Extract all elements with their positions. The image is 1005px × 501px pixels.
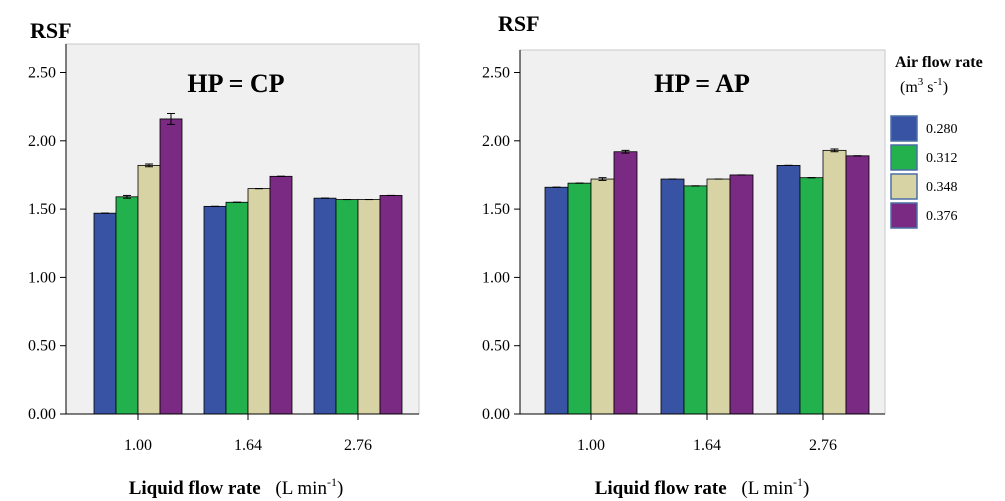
panel-title: HP = CP [187, 69, 284, 98]
x-tick-label: 2.76 [344, 437, 372, 454]
bar [93, 212, 117, 415]
y-tick-label: 1.00 [482, 269, 510, 286]
bar [159, 118, 183, 415]
x-axis-label-text: Liquid flow rate [595, 478, 727, 499]
x-tick-label: 1.00 [577, 437, 605, 454]
legend-unit-end: ) [943, 79, 948, 96]
bar [776, 164, 801, 415]
legend-label: 0.348 [926, 180, 958, 195]
x-axis-unit: (L min [275, 478, 327, 499]
y-tick-label: 0.00 [28, 406, 56, 423]
legend-items: 0.280 0.312 0.348 0.376 [890, 115, 958, 229]
bar-group [93, 112, 403, 415]
y-tick-label: 1.50 [482, 201, 510, 218]
legend-unit: (m3 s-1) [900, 76, 948, 96]
y-axis: 0.00 0.50 1.00 1.50 2.00 2.50 [482, 50, 521, 423]
bar [269, 175, 293, 415]
bar [567, 182, 592, 415]
y-tick-label: 0.50 [28, 338, 56, 355]
x-axis-unit-sup: -1 [327, 475, 337, 489]
x-axis-label: Liquid flow rate (L min-1) [129, 475, 344, 499]
y-tick-label: 1.50 [28, 201, 56, 218]
x-axis-unit-sup: -1 [793, 475, 803, 489]
bar [225, 201, 249, 415]
bar [590, 178, 615, 415]
chart-panel-hp-cp: RSF HP = CP 0.00 0.50 1.00 1.50 2.00 2.50 1.0… [28, 18, 420, 499]
bar [137, 164, 161, 415]
bar [335, 199, 359, 415]
bar [729, 174, 754, 415]
x-axis-unit: (L min [741, 478, 793, 499]
y-tick-label: 2.50 [28, 65, 56, 82]
legend-label: 0.280 [926, 122, 958, 137]
bar [822, 149, 847, 415]
legend-unit-sup1: 3 [918, 76, 924, 88]
bar [247, 188, 271, 415]
bar [799, 177, 824, 415]
x-tick-label: 1.64 [693, 437, 721, 454]
legend: Air flow rate (m3 s-1) 0.2800.3120.3480.… [890, 54, 983, 229]
bar [660, 178, 685, 415]
x-axis-unit-end: ) [803, 478, 809, 499]
bar [544, 186, 569, 415]
bar [613, 151, 638, 415]
legend-swatch [890, 144, 918, 171]
y-axis-label: RSF [498, 11, 540, 36]
bar-group [544, 148, 870, 415]
legend-label: 0.312 [926, 151, 958, 166]
legend-unit-start: (m [900, 79, 918, 96]
x-tick-label: 1.00 [124, 437, 152, 454]
x-tick-label: 2.76 [809, 437, 837, 454]
y-tick-label: 2.50 [482, 65, 510, 82]
x-axis-label-text: Liquid flow rate [129, 478, 261, 499]
panel-title: HP = AP [654, 69, 750, 98]
y-tick-label: 0.50 [482, 338, 510, 355]
bar [357, 199, 381, 415]
bar [379, 195, 403, 415]
bar [313, 197, 337, 415]
legend-swatch [890, 173, 918, 200]
legend-title: Air flow rate [895, 54, 983, 71]
x-axis-label: Liquid flow rate (L min-1) [595, 475, 810, 499]
x-axis: 1.00 1.64 2.76 [520, 413, 885, 454]
y-tick-label: 1.00 [28, 269, 56, 286]
x-axis: 1.00 1.64 2.76 [66, 413, 419, 454]
x-tick-label: 1.64 [234, 437, 262, 454]
bar [845, 155, 870, 415]
bar [115, 196, 139, 415]
bar [683, 185, 708, 415]
y-axis-label: RSF [30, 18, 72, 43]
chart-panel-hp-ap: RSF HP = AP 0.00 0.50 1.00 1.50 2.00 2.50 1.0… [482, 11, 886, 499]
y-tick-label: 2.00 [28, 133, 56, 150]
y-axis: 0.00 0.50 1.00 1.50 2.00 2.50 [28, 44, 67, 423]
x-axis-unit-end: ) [337, 478, 343, 499]
legend-swatch [890, 115, 918, 142]
legend-unit-sup2: -1 [934, 76, 943, 88]
legend-label: 0.376 [926, 209, 958, 224]
y-tick-label: 2.00 [482, 133, 510, 150]
legend-swatch [890, 202, 918, 229]
bar [706, 178, 731, 415]
y-tick-label: 0.00 [482, 406, 510, 423]
bar [203, 205, 227, 415]
legend-unit-mid: s [923, 79, 933, 96]
